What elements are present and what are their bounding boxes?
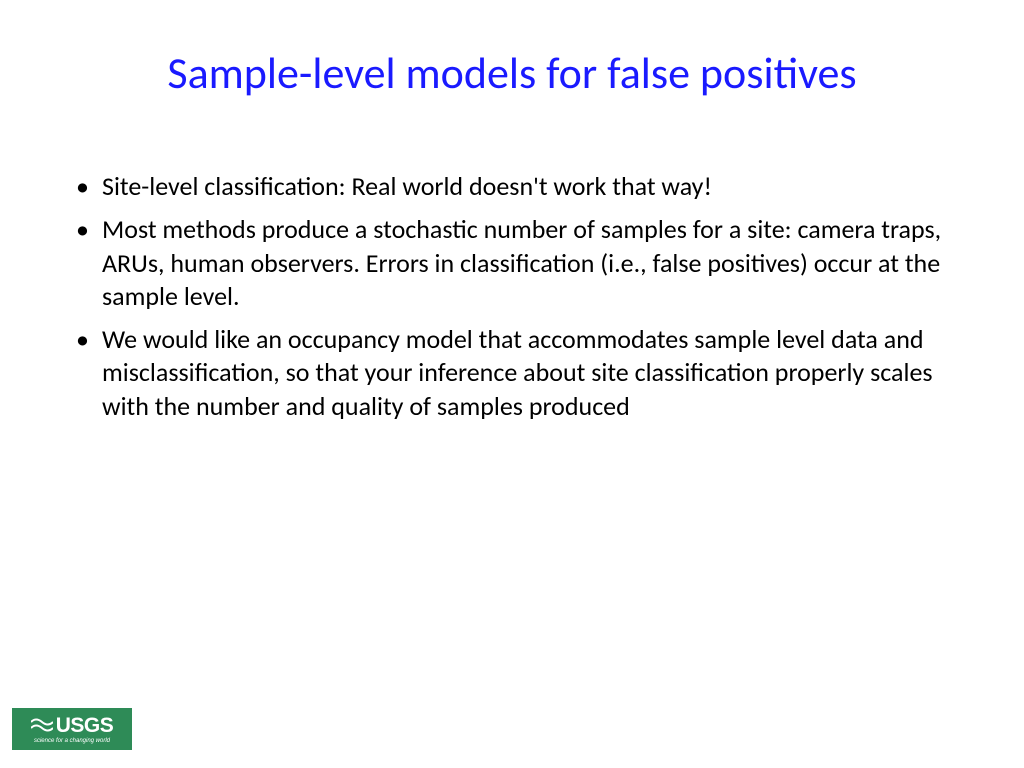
logo-top-row: USGS	[31, 715, 114, 736]
slide-body: Site-level classification: Real world do…	[68, 170, 956, 433]
list-item: Site-level classification: Real world do…	[68, 170, 956, 203]
logo-text: USGS	[56, 715, 114, 736]
slide: Sample-level models for false positives …	[0, 0, 1024, 768]
wave-icon	[31, 716, 53, 734]
list-item: Most methods produce a stochastic number…	[68, 213, 956, 313]
slide-title: Sample-level models for false positives	[0, 46, 1024, 100]
list-item: We would like an occupancy model that ac…	[68, 323, 956, 423]
logo-tagline: science for a changing world	[34, 738, 110, 744]
bullet-list: Site-level classification: Real world do…	[68, 170, 956, 423]
usgs-logo: USGS science for a changing world	[12, 708, 132, 750]
